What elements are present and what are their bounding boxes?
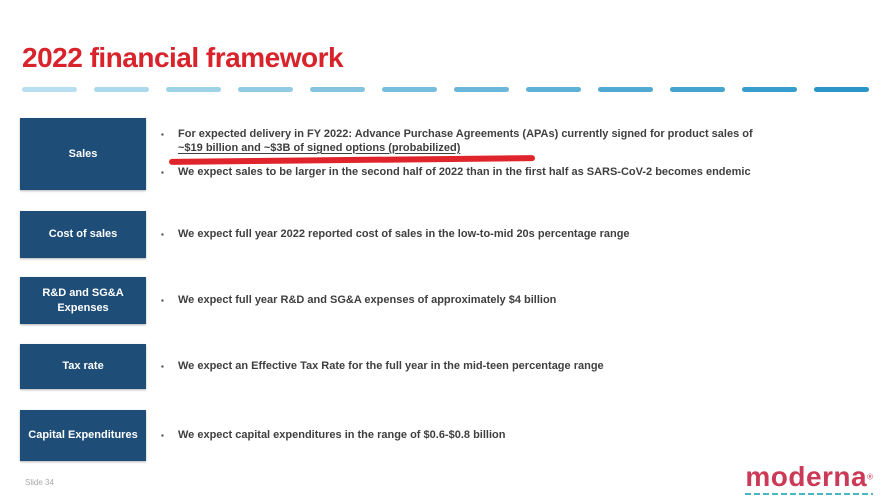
divider-dash <box>94 87 149 92</box>
category-box-sales: Sales <box>20 118 146 190</box>
bullet-item: ▪ We expect capital expenditures in the … <box>159 429 873 443</box>
bullet-text: For expected delivery in FY 2022: Advanc… <box>168 128 753 166</box>
bullet-list: ▪ We expect full year 2022 reported cost… <box>159 228 873 242</box>
bullet-text-underlined: ~$19 billion and ~$3B of signed options … <box>178 141 461 154</box>
divider-dash <box>670 87 725 92</box>
slide-number: Slide 34 <box>25 478 54 487</box>
bullet-square-icon: ▪ <box>161 130 164 140</box>
framework-row-rd-sga: R&D and SG&A Expenses ▪ We expect full y… <box>20 277 873 324</box>
slide-title: 2022 financial framework <box>22 42 344 73</box>
category-box-tax-rate: Tax rate <box>20 344 146 389</box>
divider-dash <box>814 87 869 92</box>
divider-dash <box>598 87 653 92</box>
divider-dash <box>238 87 293 92</box>
category-box-cost-of-sales: Cost of sales <box>20 211 146 258</box>
logo-dashed-underline <box>745 493 873 495</box>
framework-row-sales: Sales ▪ For expected delivery in FY 2022… <box>20 118 873 190</box>
registered-trademark-icon: ® <box>867 472 873 482</box>
bullet-list: ▪ We expect an Effective Tax Rate for th… <box>159 360 873 374</box>
divider-dash <box>22 87 77 92</box>
bullet-text: We expect full year 2022 reported cost o… <box>178 227 630 240</box>
bullet-list: ▪ For expected delivery in FY 2022: Adva… <box>159 128 873 180</box>
category-label: R&D and SG&A Expenses <box>42 287 124 314</box>
bullet-square-icon: ▪ <box>161 168 164 178</box>
category-box-rd-sga: R&D and SG&A Expenses <box>20 277 146 324</box>
bullet-list: ▪ We expect full year R&D and SG&A expen… <box>159 294 873 308</box>
divider-dash <box>310 87 365 92</box>
category-label: Sales <box>68 147 98 160</box>
bullet-text: We expect full year R&D and SG&A expense… <box>178 293 557 306</box>
bullet-list: ▪ We expect capital expenditures in the … <box>159 429 873 443</box>
divider-dash <box>742 87 797 92</box>
category-label: Capital Expenditures <box>28 429 138 442</box>
framework-row-cost-of-sales: Cost of sales ▪ We expect full year 2022… <box>20 211 873 258</box>
framework-row-tax-rate: Tax rate ▪ We expect an Effective Tax Ra… <box>20 344 873 389</box>
bullet-text-lead: For expected delivery in FY 2022: Advanc… <box>178 128 753 141</box>
bullet-item: ▪ We expect full year R&D and SG&A expen… <box>159 294 873 308</box>
divider-dash <box>166 87 221 92</box>
divider-dash <box>454 87 509 92</box>
category-label: Tax rate <box>62 360 104 373</box>
bullet-item: ▪ We expect an Effective Tax Rate for th… <box>159 360 873 374</box>
bullet-square-icon: ▪ <box>161 229 164 239</box>
bullet-text: We expect sales to be larger in the seco… <box>178 166 751 179</box>
bullet-item: ▪ We expect sales to be larger in the se… <box>159 166 873 180</box>
bullet-item: ▪ We expect full year 2022 reported cost… <box>159 228 873 242</box>
title-divider <box>22 87 869 92</box>
moderna-wordmark: moderna <box>745 461 868 492</box>
bullet-item: ▪ For expected delivery in FY 2022: Adva… <box>159 128 873 166</box>
category-box-capital-expenditures: Capital Expenditures <box>20 410 146 461</box>
divider-dash <box>526 87 581 92</box>
category-label: Cost of sales <box>48 228 118 241</box>
divider-dash <box>382 87 437 92</box>
bullet-square-icon: ▪ <box>161 295 164 305</box>
bullet-text: We expect an Effective Tax Rate for the … <box>178 359 604 372</box>
framework-row-capital-expenditures: Capital Expenditures ▪ We expect capital… <box>20 410 873 461</box>
moderna-logo: moderna® <box>745 462 873 495</box>
bullet-square-icon: ▪ <box>161 361 164 371</box>
red-underline-annotation <box>168 155 536 166</box>
bullet-text: We expect capital expenditures in the ra… <box>178 428 506 441</box>
bullet-square-icon: ▪ <box>161 430 164 440</box>
